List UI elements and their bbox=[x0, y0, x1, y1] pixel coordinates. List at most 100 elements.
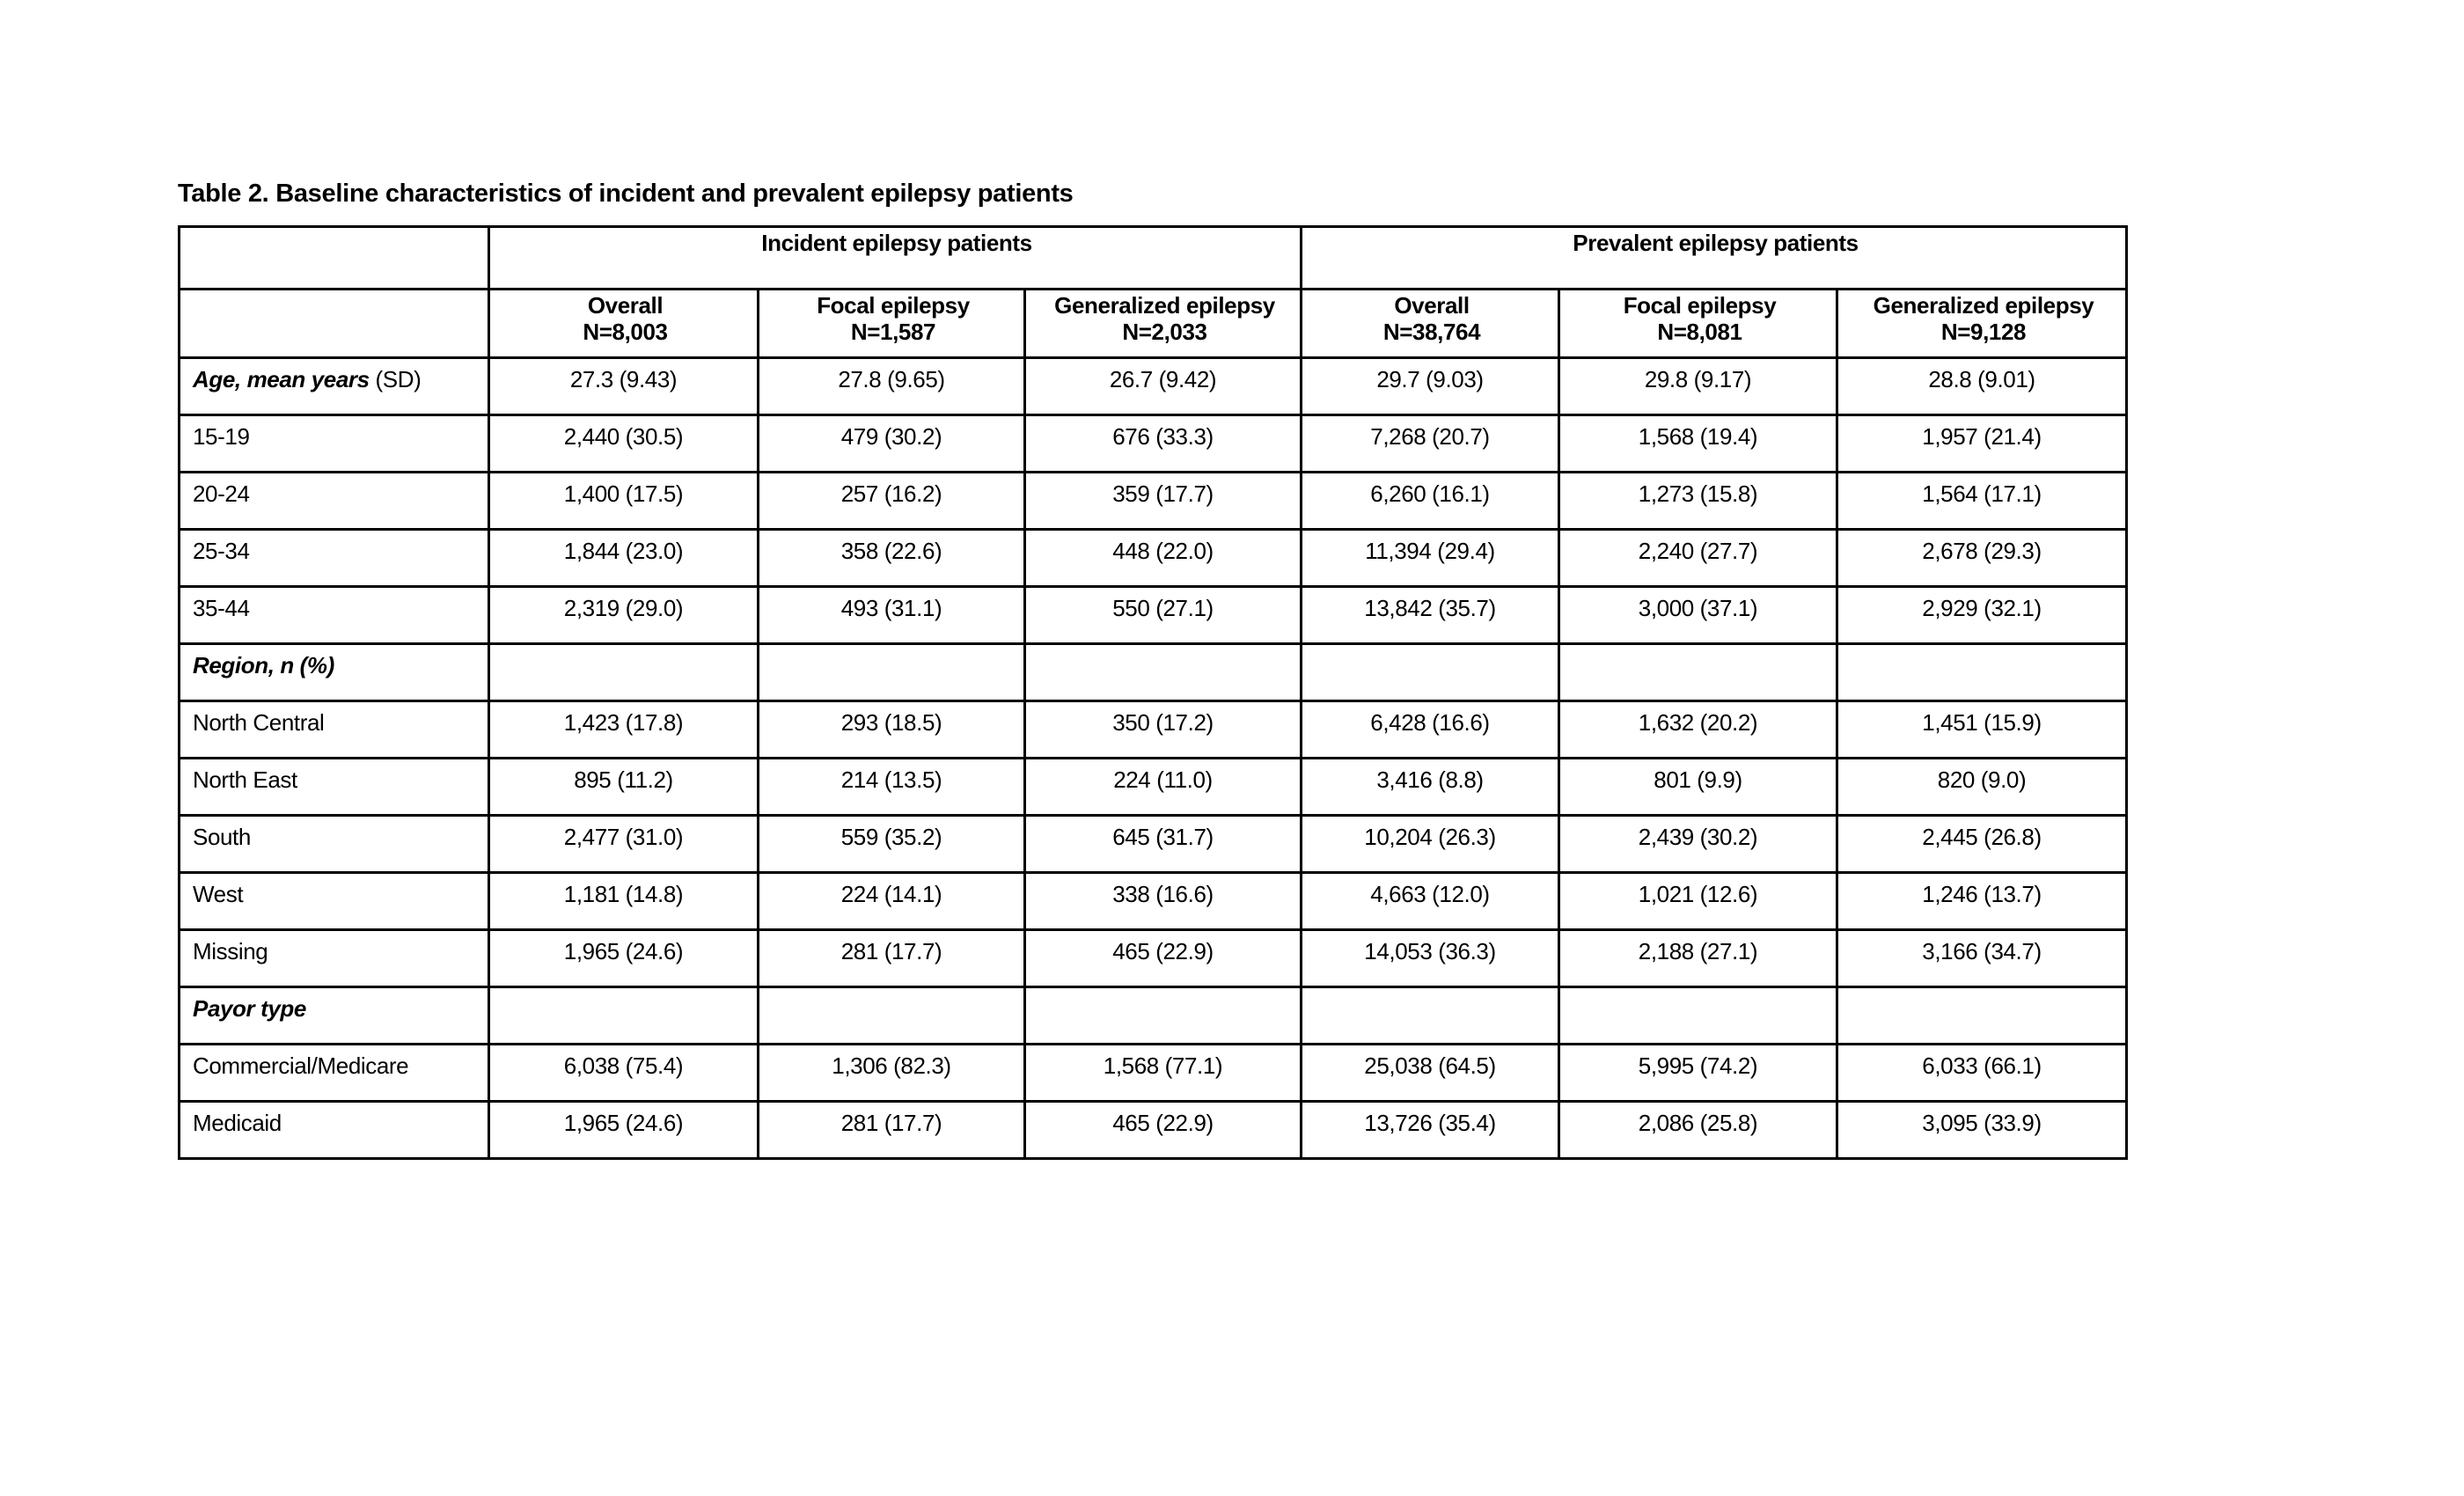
table-cell: 1,021 (12.6) bbox=[1558, 871, 1838, 931]
row-label: 15-19 bbox=[178, 414, 490, 473]
table-cell bbox=[1300, 986, 1560, 1045]
table-cell: 14,053 (36.3) bbox=[1300, 928, 1560, 988]
table-cell: 13,842 (35.7) bbox=[1300, 585, 1560, 645]
column-header: Overall N=38,764 bbox=[1300, 288, 1560, 359]
row-label: Commercial/Medicare bbox=[178, 1043, 490, 1103]
table-cell: 29.8 (9.17) bbox=[1558, 356, 1838, 416]
row-label: Medicaid bbox=[178, 1100, 490, 1160]
table-cell bbox=[1300, 642, 1560, 702]
column-header-row: Overall N=8,003 Focal epilepsy N=1,587 Gener… bbox=[178, 288, 2129, 359]
row-label-text: Commercial/Medicare bbox=[193, 1052, 409, 1079]
table-cell: 1,965 (24.6) bbox=[488, 928, 759, 988]
table-row: Payor type bbox=[178, 986, 2129, 1045]
table-cell: 214 (13.5) bbox=[757, 757, 1026, 817]
table-cell: 1,965 (24.6) bbox=[488, 1100, 759, 1160]
column-header: Generalized epilepsy N=9,128 bbox=[1835, 288, 2129, 359]
row-label-text: Missing bbox=[193, 938, 268, 964]
row-label: Age, mean years (SD) bbox=[178, 356, 490, 416]
table-cell: 7,268 (20.7) bbox=[1300, 414, 1560, 473]
table-cell: 1,400 (17.5) bbox=[488, 471, 759, 531]
table-cell: 224 (14.1) bbox=[757, 871, 1026, 931]
table-row: North Central 1,423 (17.8) 293 (18.5) 350 (… bbox=[178, 700, 2129, 759]
column-n: N=1,587 bbox=[850, 319, 936, 345]
table-cell bbox=[1023, 986, 1302, 1045]
table-cell: 6,038 (75.4) bbox=[488, 1043, 759, 1103]
table-cell: 1,246 (13.7) bbox=[1835, 871, 2129, 931]
table-cell: 2,445 (26.8) bbox=[1835, 814, 2129, 874]
table-cell: 2,929 (32.1) bbox=[1835, 585, 2129, 645]
baseline-characteristics-table: Incident epilepsy patients Prevalent epi… bbox=[178, 225, 2129, 1160]
table-cell: 224 (11.0) bbox=[1023, 757, 1302, 817]
row-label-text: 20-24 bbox=[193, 480, 250, 507]
table-cell: 29.7 (9.03) bbox=[1300, 356, 1560, 416]
table-cell: 4,663 (12.0) bbox=[1300, 871, 1560, 931]
table-row: West 1,181 (14.8) 224 (14.1) 338 (16.6) 4,66… bbox=[178, 871, 2129, 931]
table-cell: 11,394 (29.4) bbox=[1300, 528, 1560, 588]
table-cell: 6,260 (16.1) bbox=[1300, 471, 1560, 531]
table-cell: 820 (9.0) bbox=[1835, 757, 2129, 817]
table-cell: 350 (17.2) bbox=[1023, 700, 1302, 759]
table-cell: 358 (22.6) bbox=[757, 528, 1026, 588]
table-cell: 1,423 (17.8) bbox=[488, 700, 759, 759]
row-label: 35-44 bbox=[178, 585, 490, 645]
table-row: South 2,477 (31.0) 559 (35.2) 645 (31.7) 10,… bbox=[178, 814, 2129, 874]
table-cell: 2,319 (29.0) bbox=[488, 585, 759, 645]
row-label: Payor type bbox=[178, 986, 490, 1045]
row-label: North East bbox=[178, 757, 490, 817]
table-cell: 338 (16.6) bbox=[1023, 871, 1302, 931]
row-label: Missing bbox=[178, 928, 490, 988]
table-cell: 6,033 (66.1) bbox=[1835, 1043, 2129, 1103]
group-header-incident: Incident epilepsy patients bbox=[488, 225, 1302, 290]
column-label: Generalized epilepsy bbox=[1054, 292, 1275, 319]
row-label-text: Payor type bbox=[193, 995, 306, 1022]
table-cell: 28.8 (9.01) bbox=[1835, 356, 2129, 416]
column-label: Focal epilepsy bbox=[817, 292, 970, 319]
table-cell: 801 (9.9) bbox=[1558, 757, 1838, 817]
table-cell: 293 (18.5) bbox=[757, 700, 1026, 759]
group-header-row: Incident epilepsy patients Prevalent epi… bbox=[178, 225, 2129, 290]
table-cell: 895 (11.2) bbox=[488, 757, 759, 817]
table-cell: 359 (17.7) bbox=[1023, 471, 1302, 531]
table-cell: 13,726 (35.4) bbox=[1300, 1100, 1560, 1160]
row-label-text: North Central bbox=[193, 709, 325, 736]
table-cell: 6,428 (16.6) bbox=[1300, 700, 1560, 759]
row-label: 25-34 bbox=[178, 528, 490, 588]
table-cell: 1,564 (17.1) bbox=[1835, 471, 2129, 531]
table-cell bbox=[1023, 642, 1302, 702]
column-n: N=8,081 bbox=[1657, 319, 1742, 345]
row-label: Region, n (%) bbox=[178, 642, 490, 702]
table-title: Table 2. Baseline characteristics of inc… bbox=[178, 180, 1074, 208]
table-cell: 465 (22.9) bbox=[1023, 1100, 1302, 1160]
table-cell: 2,440 (30.5) bbox=[488, 414, 759, 473]
table-row: Region, n (%) bbox=[178, 642, 2129, 702]
row-label-text: 35-44 bbox=[193, 595, 250, 621]
empty-header-cell bbox=[178, 288, 490, 359]
table-cell: 257 (16.2) bbox=[757, 471, 1026, 531]
empty-header-cell bbox=[178, 225, 490, 290]
table-cell: 3,166 (34.7) bbox=[1835, 928, 2129, 988]
table-cell: 3,095 (33.9) bbox=[1835, 1100, 2129, 1160]
table-cell: 465 (22.9) bbox=[1023, 928, 1302, 988]
table-cell: 1,844 (23.0) bbox=[488, 528, 759, 588]
column-header: Focal epilepsy N=8,081 bbox=[1558, 288, 1838, 359]
table-cell bbox=[1558, 986, 1838, 1045]
table-row: Medicaid 1,965 (24.6) 281 (17.7) 465 (22.9)… bbox=[178, 1100, 2129, 1160]
column-n: N=2,033 bbox=[1122, 319, 1207, 345]
table-cell bbox=[1835, 642, 2129, 702]
table-cell: 645 (31.7) bbox=[1023, 814, 1302, 874]
table-cell: 25,038 (64.5) bbox=[1300, 1043, 1560, 1103]
column-n: N=8,003 bbox=[583, 319, 668, 345]
table-cell: 1,306 (82.3) bbox=[757, 1043, 1026, 1103]
column-n: N=38,764 bbox=[1382, 319, 1481, 345]
table-cell: 1,273 (15.8) bbox=[1558, 471, 1838, 531]
table-cell: 27.3 (9.43) bbox=[488, 356, 759, 416]
column-header: Generalized epilepsy N=2,033 bbox=[1023, 288, 1302, 359]
table-row: 20-24 1,400 (17.5) 257 (16.2) 359 (17.7) 6,2… bbox=[178, 471, 2129, 531]
table-cell: 1,568 (77.1) bbox=[1023, 1043, 1302, 1103]
row-label: 20-24 bbox=[178, 471, 490, 531]
table-cell bbox=[488, 986, 759, 1045]
row-label-text: West bbox=[193, 881, 244, 907]
table-cell: 2,439 (30.2) bbox=[1558, 814, 1838, 874]
column-label: Generalized epilepsy bbox=[1873, 292, 2094, 319]
table-cell: 479 (30.2) bbox=[757, 414, 1026, 473]
